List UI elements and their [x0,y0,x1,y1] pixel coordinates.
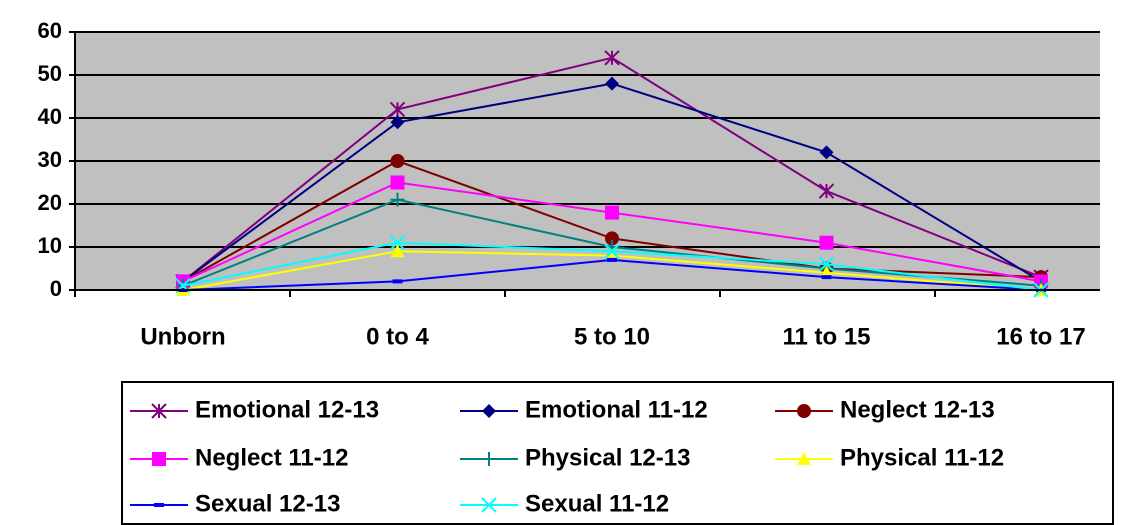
marker-part [390,244,405,258]
y-tick-label: 40 [38,104,62,129]
marker [605,76,619,91]
marker [607,257,617,262]
marker-part [819,145,834,160]
marker [604,50,620,66]
marker-part [605,205,619,220]
marker [390,244,405,258]
marker [821,275,832,280]
marker [392,279,403,284]
marker [818,183,835,199]
marker [389,234,406,251]
marker [390,115,405,130]
marker [390,192,405,207]
marker [390,175,405,190]
x-tick-label: Unborn [140,323,225,350]
legend-label: Physical 11-12 [840,444,1004,471]
marker-part [154,503,164,507]
marker [797,404,811,418]
marker-part [392,279,403,284]
x-tick-label: 11 to 15 [782,323,870,350]
y-tick-label: 50 [38,61,62,86]
marker [605,231,619,246]
legend-label: Emotional 11-12 [525,396,708,423]
marker-part [390,154,405,168]
marker [152,452,166,466]
marker-part [604,243,620,260]
marker [482,404,496,418]
marker-part [389,234,406,251]
x-tick-label: 16 to 17 [996,323,1085,350]
marker-part [797,404,811,418]
legend-label: Physical 12-13 [525,444,690,471]
marker [819,235,834,250]
marker [390,154,405,168]
marker-part [482,404,496,418]
y-tick-label: 0 [50,276,62,301]
marker-part [797,452,811,465]
legend-label: Neglect 12-13 [840,396,995,423]
legend [121,381,1114,525]
y-tick-label: 60 [38,18,62,43]
marker-part [819,235,834,250]
marker-part [390,175,405,190]
marker-part [481,497,497,513]
marker [819,145,834,160]
legend-label: Sexual 11-12 [525,490,669,517]
legend-label: Neglect 11-12 [195,444,348,471]
marker [154,503,164,507]
marker-part [605,76,619,91]
marker [605,205,619,220]
y-tick-label: 10 [38,233,62,258]
marker-part [152,452,166,466]
y-tick-label: 20 [38,190,62,215]
y-tick-label: 30 [38,147,62,172]
marker [389,101,406,118]
marker [151,403,167,419]
x-tick-label: 5 to 10 [574,323,650,350]
marker-part [818,256,835,272]
marker [604,243,620,260]
marker [482,452,496,466]
marker [797,452,811,465]
marker [818,256,835,272]
marker-part [607,257,617,262]
x-tick-label: 0 to 4 [366,323,429,350]
legend-label: Emotional 12-13 [195,396,379,423]
marker-part [390,115,405,130]
marker-part [821,275,832,280]
marker [481,497,497,513]
marker-part [605,231,619,246]
legend-label: Sexual 12-13 [195,490,340,517]
